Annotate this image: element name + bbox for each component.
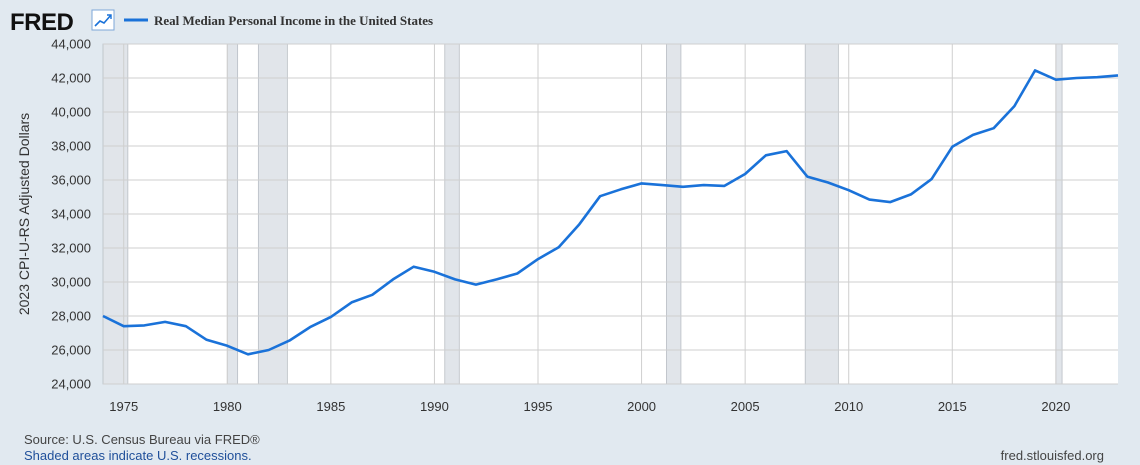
- trend-line-icon: [91, 9, 115, 31]
- y-tick-label: 44,000: [51, 37, 91, 52]
- x-tick-label: 2000: [627, 399, 656, 414]
- y-tick-label: 40,000: [51, 105, 91, 120]
- y-tick-label: 26,000: [51, 343, 91, 358]
- y-tick-label: 28,000: [51, 309, 91, 324]
- series-line-group: [102, 69, 1119, 356]
- y-tick-label: 24,000: [51, 377, 91, 392]
- y-tick-label: 42,000: [51, 71, 91, 86]
- x-tick-label: 1985: [316, 399, 345, 414]
- recession-note[interactable]: Shaded areas indicate U.S. recessions.: [24, 448, 252, 463]
- footer-source-block: Source: U.S. Census Bureau via FRED® Sha…: [24, 432, 260, 464]
- y-tick-label: 36,000: [51, 173, 91, 188]
- y-tick-label: 34,000: [51, 207, 91, 222]
- x-tick-label: 2005: [731, 399, 760, 414]
- grid-lines: [103, 43, 1118, 385]
- x-tick-label: 1990: [420, 399, 449, 414]
- series-line[interactable]: [102, 69, 1119, 356]
- site-url[interactable]: fred.stlouisfed.org: [1000, 448, 1104, 463]
- y-tick-label: 32,000: [51, 241, 91, 256]
- y-axis-label: 2023 CPI-U-RS Adjusted Dollars: [16, 113, 32, 315]
- x-tick-label: 2010: [834, 399, 863, 414]
- x-axis-ticks: 1975 1980 1985 1990 1995 2000 2005 2010 2015 2020: [109, 399, 1070, 414]
- legend-label[interactable]: Real Median Personal Income in the Unite…: [154, 13, 433, 28]
- y-tick-label: 30,000: [51, 275, 91, 290]
- x-tick-label: 2015: [938, 399, 967, 414]
- y-tick-label: 38,000: [51, 139, 91, 154]
- x-tick-label: 2020: [1041, 399, 1070, 414]
- x-tick-label: 1980: [213, 399, 242, 414]
- fred-logo[interactable]: FRED: [10, 9, 74, 36]
- x-tick-label: 1995: [524, 399, 553, 414]
- y-axis-ticks: 24,000 26,000 28,000 30,000 32,000 34,000 36,0…: [51, 37, 91, 392]
- x-tick-label: 1975: [109, 399, 138, 414]
- source-text: Source: U.S. Census Bureau via FRED®: [24, 432, 260, 447]
